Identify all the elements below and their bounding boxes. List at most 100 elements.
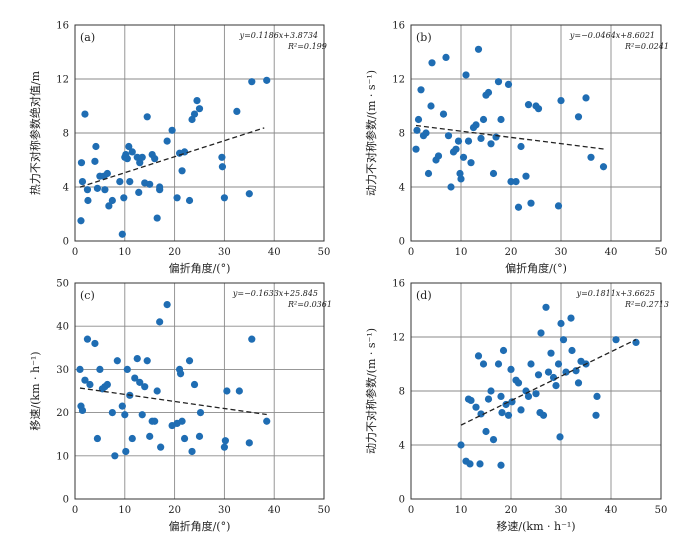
data-point bbox=[567, 314, 575, 322]
data-point bbox=[180, 434, 189, 443]
r-squared-label: R²=0.0241 bbox=[624, 42, 669, 51]
x-tick-label: 10 bbox=[455, 247, 468, 258]
data-point bbox=[77, 159, 86, 167]
data-point bbox=[439, 110, 448, 118]
data-point bbox=[188, 447, 196, 456]
data-point bbox=[517, 406, 525, 414]
data-point bbox=[125, 142, 133, 151]
y-tick-label: 10 bbox=[56, 451, 69, 462]
data-point bbox=[524, 392, 533, 400]
data-point bbox=[464, 137, 473, 145]
data-point bbox=[193, 97, 201, 105]
data-point bbox=[190, 380, 199, 389]
data-point bbox=[517, 142, 525, 151]
x-axis-label: 偏折角度/(°) bbox=[505, 261, 567, 275]
x-tick-label: 20 bbox=[505, 505, 518, 516]
data-point bbox=[220, 443, 228, 451]
data-point bbox=[146, 180, 154, 188]
x-tick-label: 10 bbox=[118, 505, 131, 516]
y-tick-label: 16 bbox=[392, 279, 405, 290]
data-point bbox=[83, 335, 92, 343]
data-point bbox=[454, 137, 463, 145]
regression-equation: y=0.1811x+3.6625 bbox=[576, 289, 655, 298]
data-point bbox=[101, 186, 109, 194]
data-point bbox=[462, 71, 470, 79]
data-point bbox=[498, 409, 506, 417]
data-point bbox=[497, 392, 505, 400]
data-point bbox=[514, 203, 523, 211]
data-point bbox=[544, 368, 553, 376]
data-point bbox=[123, 155, 131, 163]
data-point bbox=[479, 115, 488, 124]
data-point bbox=[188, 115, 196, 124]
x-tick-label: 20 bbox=[168, 247, 181, 258]
data-point bbox=[497, 115, 505, 124]
data-point bbox=[195, 105, 204, 113]
data-point bbox=[557, 319, 565, 328]
data-point bbox=[592, 411, 600, 419]
y-tick-label: 12 bbox=[392, 75, 405, 86]
data-point bbox=[557, 97, 565, 105]
data-point bbox=[128, 148, 136, 156]
data-point bbox=[245, 439, 253, 447]
data-point bbox=[153, 214, 161, 222]
x-tick-label: 50 bbox=[318, 505, 331, 516]
panel-label: (b) bbox=[416, 31, 432, 44]
y-tick-label: 30 bbox=[56, 365, 69, 376]
data-point bbox=[196, 409, 205, 417]
data-point bbox=[263, 76, 271, 84]
data-point bbox=[457, 441, 465, 449]
x-tick-label: 30 bbox=[555, 247, 568, 258]
chart-panel-b: 0 10 20 30 40 50 0 4 8 12 16 偏折角度/(°) 动力不对称参数/(m · s… bbox=[364, 21, 669, 276]
data-point bbox=[220, 194, 228, 202]
data-point bbox=[612, 336, 620, 344]
data-point bbox=[76, 365, 84, 373]
x-tick-label: 0 bbox=[408, 505, 414, 516]
y-tick-label: 0 bbox=[63, 237, 69, 248]
data-point bbox=[427, 102, 435, 110]
data-point bbox=[136, 159, 144, 167]
data-point bbox=[494, 78, 503, 86]
data-point bbox=[476, 460, 484, 468]
data-point bbox=[185, 196, 194, 205]
data-point bbox=[146, 432, 154, 440]
data-point bbox=[108, 196, 116, 205]
data-point bbox=[93, 434, 102, 443]
data-point bbox=[459, 153, 468, 161]
data-point bbox=[444, 132, 453, 140]
data-point bbox=[91, 157, 99, 165]
data-point bbox=[479, 360, 488, 368]
y-tick-label: 16 bbox=[56, 21, 69, 32]
x-tick-label: 40 bbox=[605, 505, 618, 516]
data-point bbox=[78, 406, 87, 415]
y-tick-label: 4 bbox=[399, 183, 405, 194]
data-point bbox=[120, 194, 128, 202]
x-tick-label: 40 bbox=[605, 247, 618, 258]
data-point bbox=[223, 387, 231, 395]
data-point bbox=[91, 339, 99, 348]
data-point bbox=[83, 186, 92, 194]
y-tick-label: 20 bbox=[56, 408, 69, 419]
data-point bbox=[554, 360, 563, 368]
data-point bbox=[527, 360, 535, 368]
data-point bbox=[133, 153, 141, 161]
data-point bbox=[504, 411, 513, 419]
data-point bbox=[136, 378, 144, 386]
data-point bbox=[122, 447, 130, 456]
data-point bbox=[195, 432, 204, 440]
y-tick-label: 8 bbox=[399, 129, 405, 140]
regression-equation: y=−0.0464x+8.6021 bbox=[569, 31, 655, 40]
y-tick-label: 8 bbox=[63, 129, 69, 140]
y-axis-label: 动力不对称参数/(m · s⁻¹) bbox=[364, 328, 378, 454]
data-point bbox=[248, 335, 256, 343]
data-point bbox=[562, 368, 570, 376]
data-point bbox=[417, 86, 425, 94]
data-point bbox=[537, 329, 545, 337]
data-point bbox=[248, 78, 256, 86]
y-axis-label: 热力不对称参数绝对值/m bbox=[28, 70, 42, 195]
data-point bbox=[512, 178, 520, 186]
y-tick-label: 8 bbox=[399, 387, 405, 398]
trend-line bbox=[79, 127, 265, 188]
data-point bbox=[173, 194, 181, 202]
